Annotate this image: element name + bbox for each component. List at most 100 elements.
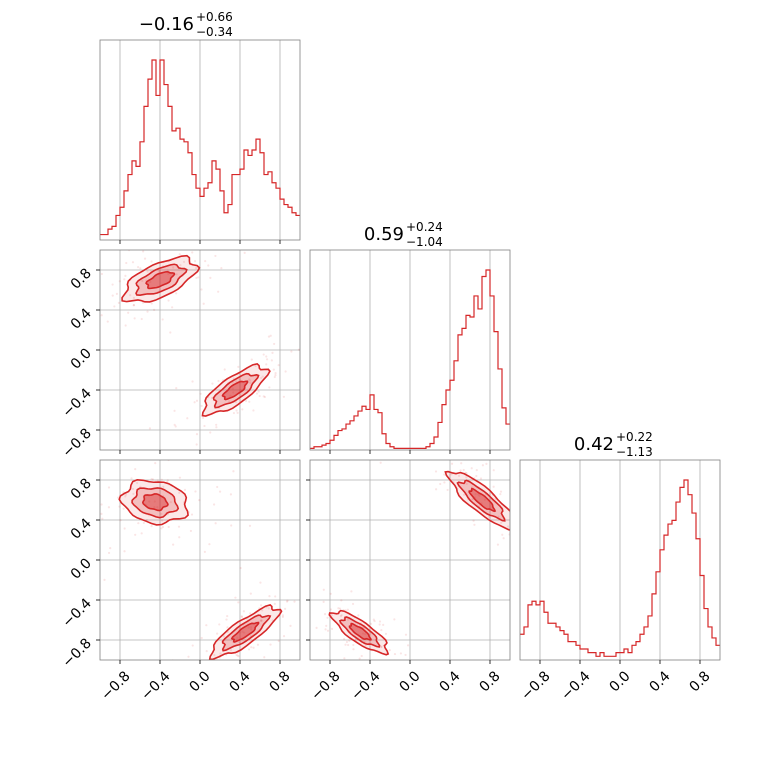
scatter-point [271,351,274,355]
scatter-point [153,500,156,503]
scatter-point [149,280,152,284]
scatter-point [248,378,251,381]
scatter-point [186,452,188,454]
contour-level [141,493,169,512]
scatter-point [118,505,121,508]
scatter-point [439,482,442,486]
scatter-point [513,520,515,522]
scatter-point [483,498,486,501]
scatter-point [175,387,178,390]
scatter-point [161,318,164,321]
scatter-point [92,298,94,300]
scatter-point [460,462,463,465]
scatter-point [100,314,103,317]
scatter-point [182,260,186,263]
scatter-point [257,390,260,393]
scatter-point [404,653,407,657]
histogram-step [520,479,720,657]
scatter-point [100,503,103,506]
scatter-point [268,386,271,389]
scatter-point [492,469,495,472]
scatter-point [406,644,410,647]
scatter-point [325,624,328,627]
scatter-point [150,260,153,263]
contour-level [145,270,176,290]
scatter-point [175,292,178,295]
scatter-point [225,618,228,621]
scatter-point [282,395,285,398]
scatter-point [243,631,246,634]
scatter-point [137,522,140,525]
scatter-point [339,615,342,618]
scatter-point [139,485,142,488]
scatter-point [544,523,546,525]
scatter-point [101,517,104,520]
scatter-point [193,243,195,245]
scatter-point [351,602,355,606]
scatter-point [179,264,182,267]
scatter-point [528,530,530,532]
scatter-point [194,668,196,670]
x-tick-label: 0.8 [267,668,294,695]
scatter-point [284,563,286,565]
scatter-point [384,632,388,635]
scatter-point [249,592,252,595]
x-tick-label: 0.8 [477,668,504,695]
scatter-point [277,639,280,642]
scatter-point [208,543,211,546]
scatter-point [216,485,219,489]
scatter-point [213,653,216,657]
scatter-point [268,595,271,598]
scatter-point [71,293,73,295]
scatter-point [132,492,135,495]
scatter-point [517,558,519,560]
contour-level [121,254,201,303]
scatter-point [404,633,408,636]
scatter-point [237,601,240,604]
scatter-point [348,639,351,642]
scatter-point [107,506,111,509]
scatter-point [258,394,261,398]
scatter-point [215,423,218,426]
scatter-point [240,615,243,618]
scatter-point [465,472,468,475]
scatter-point [106,320,109,323]
scatter-point [114,245,116,247]
scatter-point [96,312,98,314]
scatter-point [194,490,197,493]
scatter-point [210,686,212,688]
scatter-point [123,527,126,530]
scatter-point [250,646,253,649]
scatter-point [160,478,163,481]
scatter-point [132,296,136,299]
scatter-point [282,634,286,638]
scatter-point [143,257,147,260]
scatter-point [169,331,172,334]
panel-pair-2-0: −0.8 −0.4 0.0 0.4 0.80.80.40.0−0.4−0.8 [59,459,301,704]
y-tick-label: 0.0 [68,346,95,373]
scatter-point [329,592,332,595]
x-tick-label: 0.4 [227,668,254,695]
scatter-point [202,227,204,229]
scatter-point [501,533,504,536]
scatter-point [248,524,252,527]
scatter-point [241,408,244,411]
scatter-point [289,624,292,627]
scatter-point [485,462,488,465]
scatter-point [167,525,170,529]
scatter-point [223,242,225,244]
scatter-point [474,493,477,496]
scatter-point [269,334,272,337]
panel-title-plus: +0.22 [616,430,653,444]
panel-title-minus: −1.04 [406,235,443,249]
scatter-point [388,649,391,652]
scatter-point [249,626,253,629]
scatter-point [124,495,127,498]
scatter-point [229,394,232,397]
scatter-point [131,261,135,264]
scatter-point [169,501,172,504]
y-tick-label: −0.8 [59,636,94,671]
scatter-point [285,600,289,603]
scatter-point [153,506,156,509]
x-tick-label: 0.0 [187,668,214,695]
